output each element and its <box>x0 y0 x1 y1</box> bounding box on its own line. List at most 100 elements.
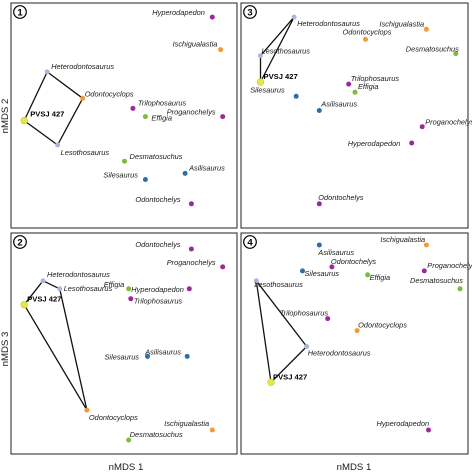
point-odontochelys <box>188 201 194 207</box>
label-hyperodapedon: Hyperodapedon <box>131 285 184 294</box>
label-asilisaurus: Asilisaurus <box>320 100 357 109</box>
point-odontochelys <box>316 201 322 207</box>
point-silesaurus <box>145 353 150 359</box>
point-silesaurus <box>300 268 305 274</box>
label-silesaurus: Silesaurus <box>305 269 340 278</box>
label-silesaurus: Silesaurus <box>103 171 138 180</box>
point-trilophosaurus <box>325 316 331 322</box>
panel-3: Heterodontosaurus IschigualastiaOdontocyc… <box>240 2 472 229</box>
panel-number: 1 <box>17 7 23 18</box>
label-ischigualastia: Ischigualastia <box>173 40 218 49</box>
label-heterodontosaurus: Heterodontosaurus <box>308 349 371 358</box>
label-ischigualastia: Ischigualastia <box>379 19 424 28</box>
point-hyperodapedon <box>426 427 431 433</box>
point-heterodontosaurus <box>304 344 310 349</box>
point-desmatosuchus <box>122 158 127 164</box>
panel-frame <box>240 2 469 229</box>
point-ischigualastia <box>209 427 215 433</box>
point-desmatosuchus <box>457 286 463 292</box>
point-proganochelys <box>220 114 226 120</box>
label-pvsj-427: PVSJ 427 <box>27 295 61 304</box>
label-heterodontosaurus: Heterodontosaurus <box>297 19 360 28</box>
label-asilisaurus: Asilisaurus <box>144 347 181 356</box>
panel-4: Asilisaurus Ischigualastia Odontochelys Sil… <box>240 232 472 455</box>
label-ischigualastia: Ischigualastia <box>164 419 209 428</box>
label-pvsj-427: PVSJ 427 <box>30 110 64 119</box>
label-heterodontosaurus: Heterodontosaurus <box>47 270 110 279</box>
label-hyperodapedon: Hyperodapedon <box>377 419 430 428</box>
label-trilophosaurus: Trilophosaurus <box>134 297 183 306</box>
point-asilisaurus <box>182 170 188 176</box>
panel-number: 3 <box>247 7 252 18</box>
label-desmatosuchus: Desmatosuchus <box>410 276 463 285</box>
point-effigia <box>352 89 358 95</box>
point-pvsj-427 <box>256 78 265 86</box>
label-desmatosuchus: Desmatosuchus <box>406 45 459 54</box>
point-ischigualastia <box>423 26 429 32</box>
panels-group: Hyperodapedon Ischigualastia Heterodontosa… <box>10 2 472 455</box>
point-trilophosaurus <box>346 81 352 87</box>
label-effigia: Effigia <box>104 280 125 289</box>
point-proganochelys <box>419 124 425 130</box>
label-proganochelys: Proganochelys <box>425 118 472 127</box>
y-axis-title-top: nMDS 2 <box>0 99 11 134</box>
panel-frame <box>240 232 469 455</box>
label-pvsj-427: PVSJ 427 <box>264 72 298 81</box>
label-effigia: Effigia <box>151 114 172 123</box>
point-silesaurus <box>293 93 299 99</box>
label-heterodontosaurus: Heterodontosaurus <box>51 62 114 71</box>
label-hyperodapedon: Hyperodapedon <box>152 8 205 17</box>
panel-number: 4 <box>247 237 253 248</box>
point-effigia <box>126 286 132 292</box>
point-hyperodapedon <box>186 286 192 292</box>
ornithischian-hull <box>259 16 295 83</box>
x-axis-title-right: nMDS 1 <box>337 462 372 473</box>
point-lesothosaurus <box>55 142 61 148</box>
label-ischigualastia: Ischigualastia <box>380 235 425 244</box>
point-asilisaurus <box>184 353 190 359</box>
point-lesothosaurus <box>57 286 63 292</box>
label-lesothosaurus: Lesothosaurus <box>262 47 311 56</box>
label-odontochelys: Odontochelys <box>135 240 180 249</box>
point-trilophosaurus <box>128 296 134 302</box>
x-axis-title-left: nMDS 1 <box>109 462 144 473</box>
panel-frame <box>10 2 238 229</box>
label-odontocyclops: Odontocyclops <box>89 413 138 422</box>
ornithischian-hull <box>255 280 308 383</box>
point-trilophosaurus <box>130 105 136 111</box>
point-heterodontosaurus <box>40 278 46 284</box>
label-proganochelys: Proganochelys <box>427 261 472 270</box>
point-hyperodapedon <box>209 14 215 20</box>
panel-badge <box>13 235 27 249</box>
point-asilisaurus <box>316 242 322 248</box>
label-asilisaurus: Asilisaurus <box>188 163 225 172</box>
label-odontocyclops: Odontocyclops <box>85 89 134 98</box>
point-lesothosaurus <box>253 278 259 284</box>
label-lesothosaurus: Lesothosaurus <box>64 284 113 293</box>
label-lesothosaurus: Lesothosaurus <box>61 148 110 157</box>
point-odontochelys <box>188 246 194 252</box>
panel-badge <box>243 235 257 249</box>
label-silesaurus: Silesaurus <box>250 85 285 94</box>
label-proganochelys: Proganochelys <box>167 258 216 267</box>
point-hyperodapedon <box>409 140 415 146</box>
label-silesaurus: Silesaurus <box>105 352 140 361</box>
panel-1: Hyperodapedon Ischigualastia Heterodontosa… <box>10 2 238 229</box>
point-silesaurus <box>142 177 148 182</box>
point-odontocyclops <box>84 407 90 413</box>
point-lesothosaurus <box>258 53 263 59</box>
point-odontochelys <box>329 264 335 270</box>
point-odontocyclops <box>354 328 360 334</box>
panel-2: Odontochelys Proganochelys Heterodontosaur… <box>10 232 238 455</box>
label-effigia: Effigia <box>370 273 391 282</box>
point-effigia <box>142 114 148 120</box>
label-asilisaurus: Asilisaurus <box>317 248 354 257</box>
label-desmatosuchus: Desmatosuchus <box>130 430 183 439</box>
label-trilophosaurus: Trilophosaurus <box>351 74 400 83</box>
point-pvsj-427 <box>20 301 28 309</box>
label-proganochelys: Proganochelys <box>167 108 216 117</box>
panel-frame <box>10 232 238 455</box>
label-effigia: Effigia <box>358 82 379 91</box>
label-odontocyclops: Odontocyclops <box>358 321 407 330</box>
